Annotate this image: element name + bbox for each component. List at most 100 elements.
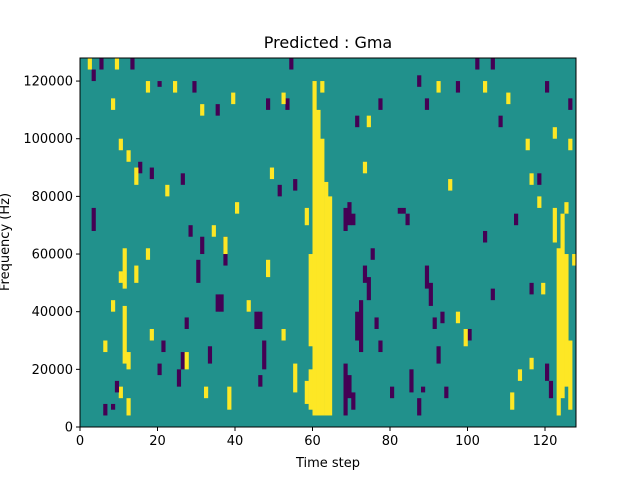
heatmap-cell [304,207,309,226]
heatmap-area [80,58,577,427]
heatmap-cell [308,369,313,410]
heatmap-cell [568,98,573,110]
x-tick-label: 40 [227,434,244,449]
heatmap-cell [157,363,162,376]
y-axis-label: Frequency (Hz) [0,193,13,291]
heatmap-cell [293,363,298,393]
x-tick-label: 120 [533,434,558,449]
heatmap-cell [126,398,131,416]
heatmap-cell [215,294,220,312]
heatmap-cell [308,254,313,347]
heatmap-cell [122,305,127,364]
heatmap-cell [405,213,410,226]
heatmap-cell [103,340,108,353]
heatmap-cell [118,138,123,151]
heatmap-cell [490,288,495,301]
heatmap-cell [490,58,495,70]
heatmap-cell [564,254,569,387]
heatmap-cell [246,300,251,312]
heatmap-cell [568,138,573,151]
heatmap-cell [436,81,441,93]
heatmap-cell [347,202,352,226]
heatmap-cell [328,196,333,416]
heatmap-cell [475,58,480,70]
heatmap-cell [126,150,131,162]
heatmap-cell [436,346,441,364]
x-axis-label: Time step [295,456,360,471]
heatmap-cell [145,81,151,93]
heatmap-cell [200,236,205,255]
heatmap-cell [157,81,162,87]
heatmap-cell [455,311,461,324]
heatmap-cell [188,225,193,237]
heatmap-cell [568,340,573,410]
heatmap-cell [397,207,402,214]
heatmap-cell [552,207,557,243]
heatmap-cell [262,340,267,370]
heatmap-cell [514,213,519,226]
heatmap-cell [103,403,108,416]
heatmap-cell [277,184,282,197]
heatmap-cell [498,115,503,128]
x-tick-label: 0 [76,434,84,449]
heatmap-cell [231,92,236,105]
heatmap-cell [529,173,534,185]
heatmap-cell [281,92,286,105]
heatmap-cell [227,386,232,410]
heatmap-cell [293,179,298,191]
heatmap-cell [316,109,321,416]
heatmap-cell [417,75,422,87]
heatmap-cell [122,248,127,289]
heatmap-cell [483,230,488,243]
heatmap-cell [200,104,205,116]
heatmap-cell [258,311,263,329]
heatmap-cell [312,81,317,416]
heatmap-cell [401,207,406,214]
heatmap-cell [165,184,170,197]
heatmap-cell [455,81,461,93]
heatmap-cell [118,386,123,399]
heatmap-cell [130,58,135,70]
y-tick-label: 80000 [32,190,73,205]
heatmap-cell [529,357,534,370]
heatmap-cell [545,363,550,381]
heatmap-cell [560,213,565,399]
heatmap-cell [196,259,201,283]
heatmap-cell [545,81,550,93]
y-tick-label: 100000 [23,132,73,147]
heatmap-cell [448,179,453,191]
heatmap-cell [114,380,120,393]
heatmap-cell [180,173,185,185]
heatmap-cell [483,81,488,93]
heatmap-cell [366,115,371,128]
heatmap-cell [184,317,189,329]
heatmap-cell [467,328,472,341]
heatmap-cell [320,81,325,93]
heatmap-cell [463,328,468,347]
heatmap-cell [266,98,271,110]
heatmap-cell [207,346,213,364]
y-tick-label: 0 [65,421,73,436]
heatmap-cell [114,58,120,70]
heatmap-cell [355,115,360,128]
heatmap-cell [378,98,383,110]
heatmap-cell [541,282,546,295]
heatmap-cell [564,202,569,214]
heatmap-cell [258,375,263,387]
heatmap-cell [417,398,422,416]
heatmap-cell [87,58,92,70]
heatmap-cell [149,167,154,180]
heatmap-cell [176,369,182,387]
heatmap-cell [215,104,220,116]
heatmap-cell [525,138,530,151]
heatmap-cell [343,207,348,231]
heatmap-cells [87,58,577,416]
heatmap-cell [99,58,104,70]
heatmap-cell [359,300,364,353]
heatmap-cell [362,161,368,174]
y-tick-label: 20000 [32,363,73,378]
heatmap-cell [444,386,449,399]
heatmap-cell [374,317,379,329]
y-axis-ticks: 0 20000 40000 60000 80000 100000 120000 [23,75,80,436]
